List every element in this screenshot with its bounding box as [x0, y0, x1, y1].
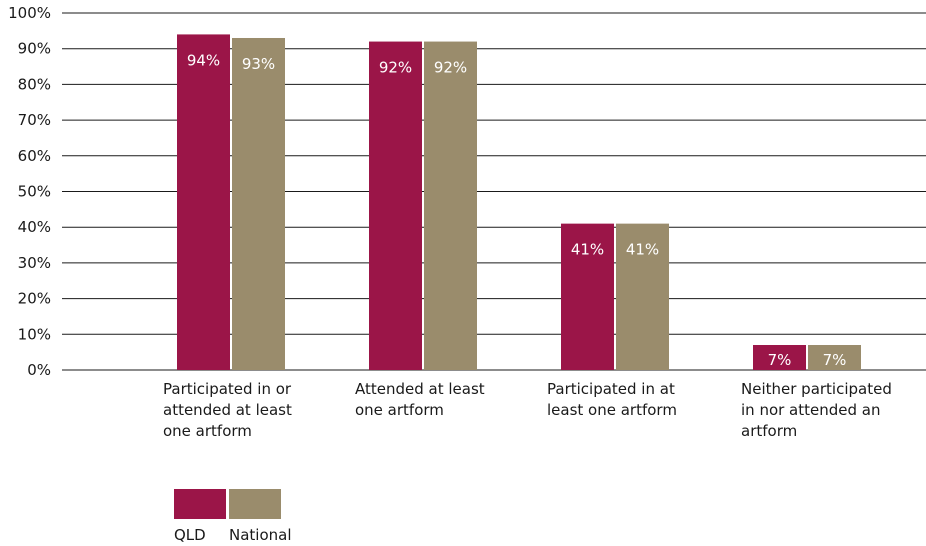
- bar-national-0: [232, 37, 285, 371]
- bar-qld-2: [561, 223, 614, 370]
- legend-swatch-national: [229, 489, 281, 519]
- y-tick-label: 40%: [18, 218, 51, 236]
- data-label: 41%: [626, 241, 659, 259]
- y-tick-label: 10%: [18, 325, 51, 343]
- data-label: 7%: [823, 351, 847, 369]
- data-label: 41%: [571, 241, 604, 259]
- data-label: 92%: [379, 59, 412, 77]
- y-tick-label: 90%: [18, 40, 51, 58]
- category-label: Participated in at least one artform: [547, 380, 677, 419]
- y-tick-label: 0%: [27, 361, 51, 379]
- bar-qld-3: [753, 345, 806, 370]
- data-label: 7%: [768, 351, 792, 369]
- data-label: 93%: [242, 55, 275, 73]
- legend-label-qld: QLD: [174, 526, 206, 544]
- category-label: Neither participated in nor attended an …: [741, 380, 892, 440]
- bar-qld-1: [369, 41, 422, 371]
- legend-label-national: National: [229, 526, 292, 544]
- y-tick-label: 60%: [18, 147, 51, 165]
- bar-national-3: [808, 345, 861, 370]
- y-tick-label: 100%: [8, 4, 51, 22]
- bar-national-2: [616, 223, 669, 370]
- category-label: Attended at least one artform: [355, 380, 485, 419]
- y-tick-label: 70%: [18, 111, 51, 129]
- y-tick-label: 20%: [18, 290, 51, 308]
- category-label: Participated in or attended at least one…: [163, 380, 292, 440]
- bar-national-1: [424, 41, 477, 371]
- y-tick-label: 80%: [18, 75, 51, 93]
- bar-qld-0: [177, 34, 230, 371]
- data-label: 92%: [434, 59, 467, 77]
- data-label: 94%: [187, 51, 220, 69]
- legend-swatch-qld: [174, 489, 226, 519]
- y-tick-label: 30%: [18, 254, 51, 272]
- y-tick-label: 50%: [18, 183, 51, 201]
